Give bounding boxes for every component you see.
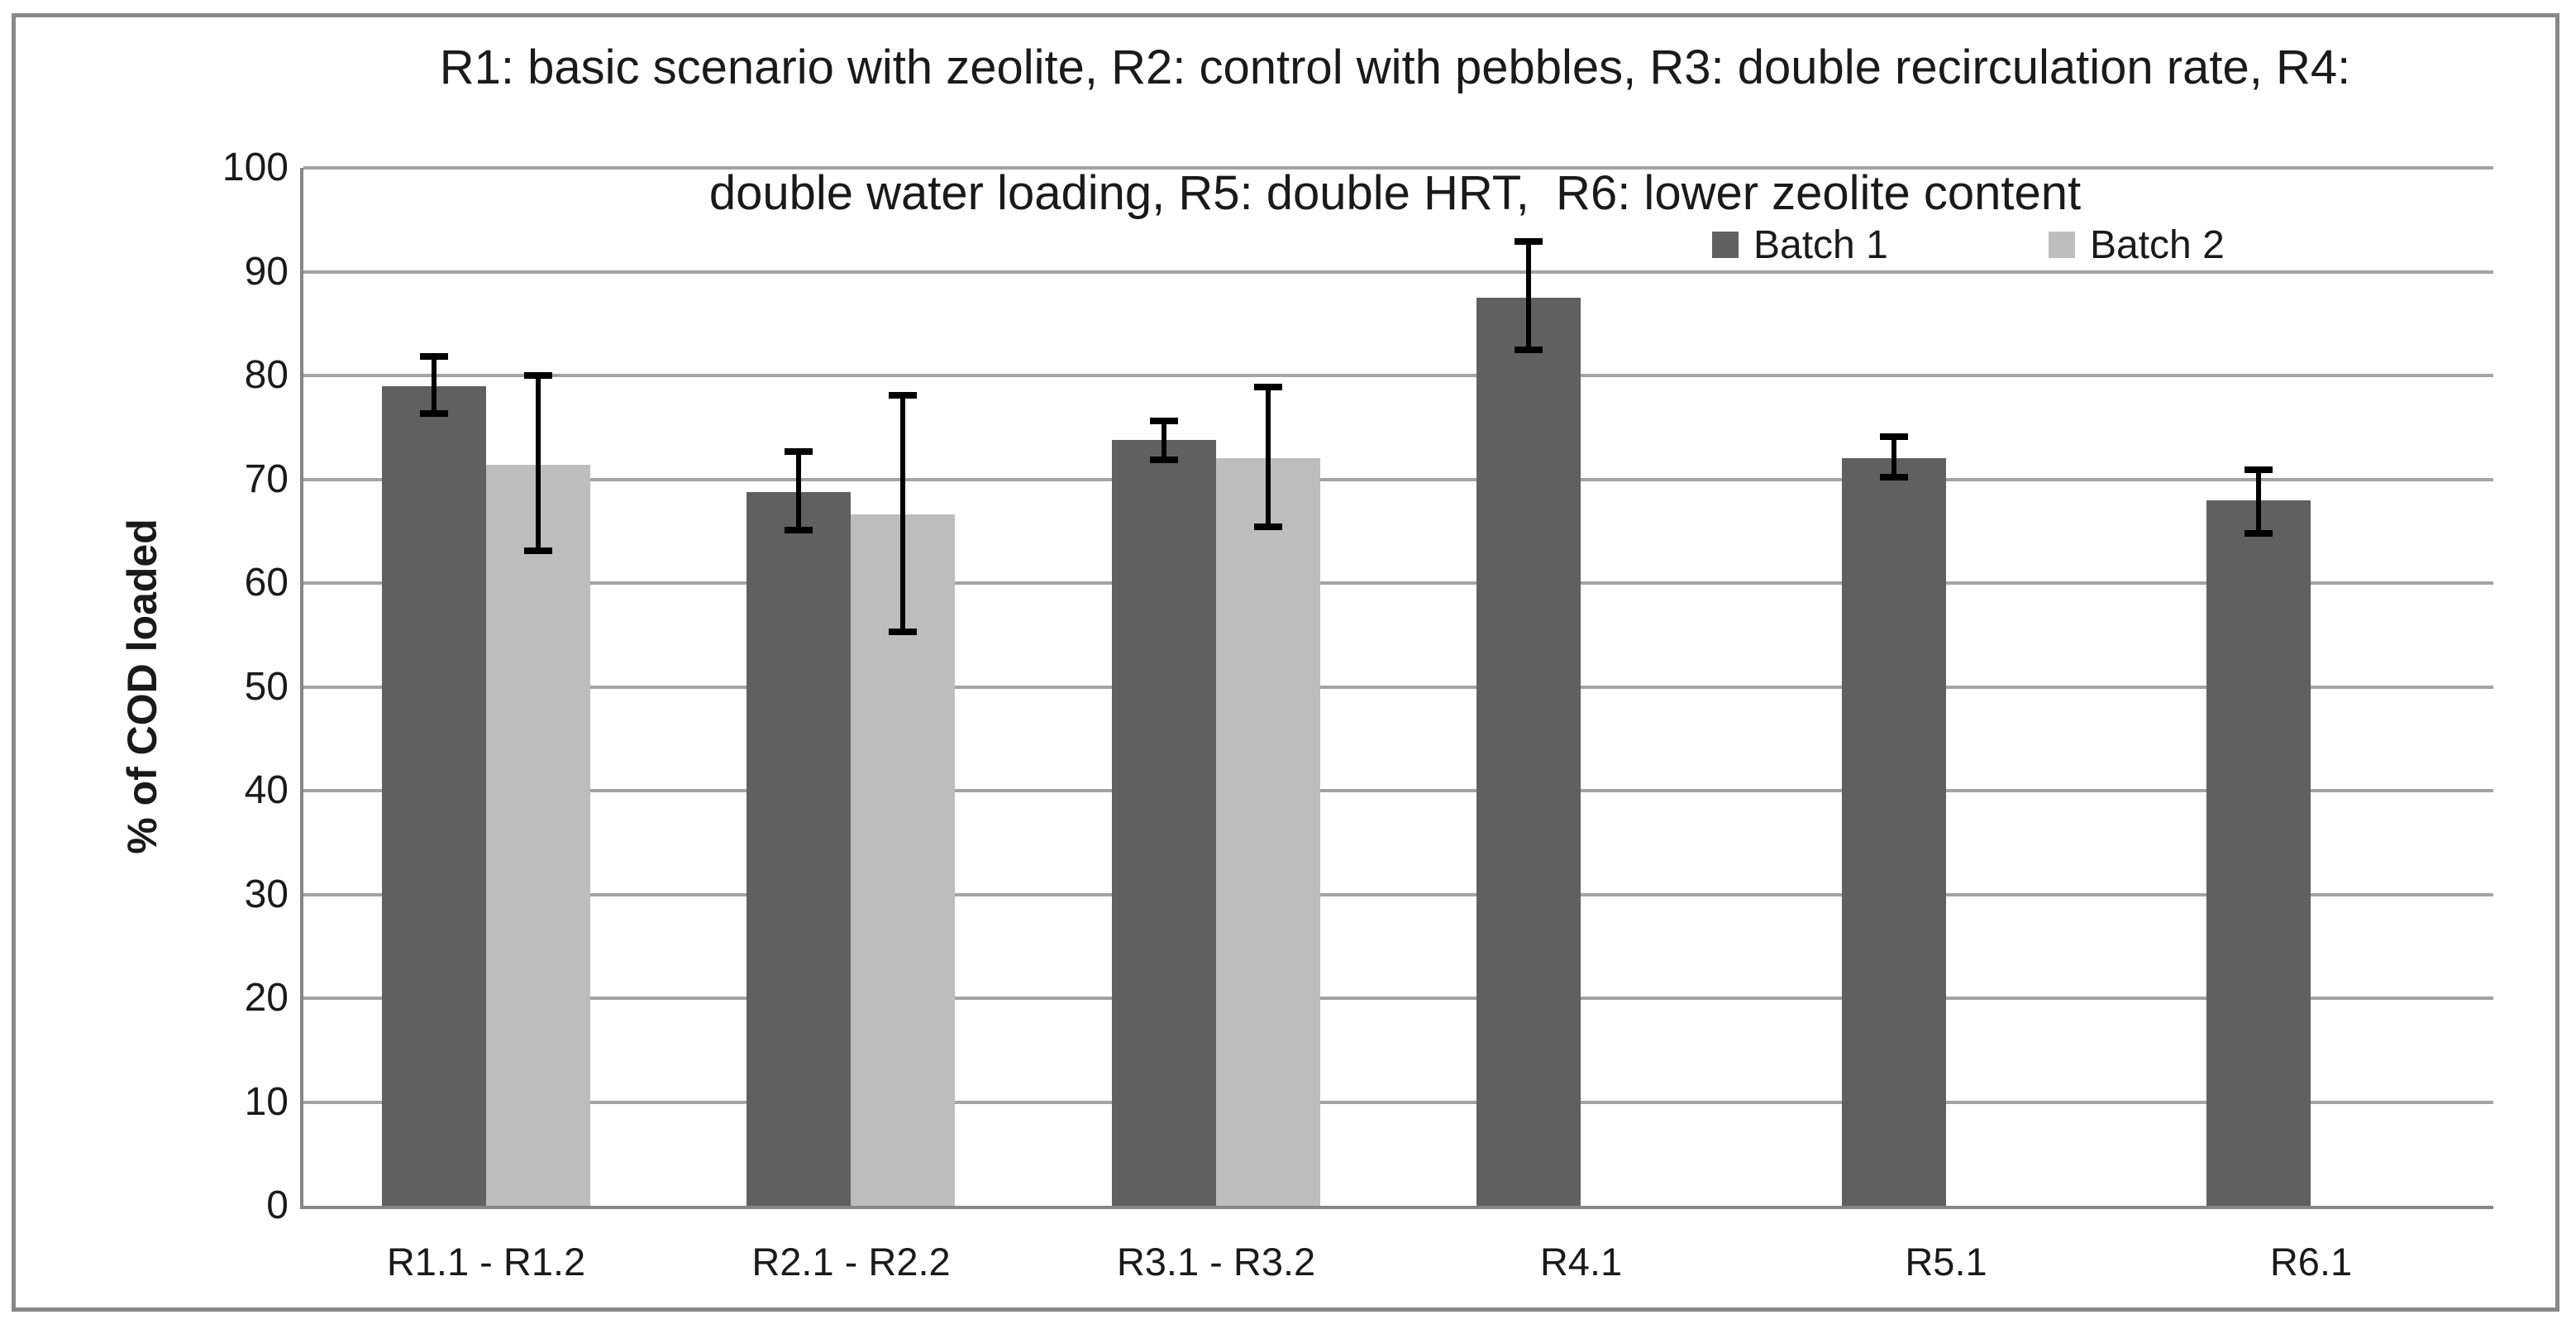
gridline-100 (303, 166, 2493, 170)
error-bar-batch1-cat4-cap-top (1515, 238, 1543, 246)
error-bar-batch1-cat6-line (2256, 470, 2262, 533)
bar-batch2-cat3 (1215, 458, 1320, 1206)
bar-batch1-cat1 (381, 385, 486, 1206)
y-tick-label-60: 60 (244, 561, 289, 605)
error-bar-batch2-cat3-cap-top (1253, 383, 1282, 390)
gridline-40 (303, 789, 2493, 792)
y-tick-label-100: 100 (222, 146, 289, 189)
legend-swatch-batch1-icon (1712, 232, 1739, 258)
error-bar-batch1-cat5-cap-bottom (1879, 473, 1908, 480)
error-bar-batch1-cat2-line (796, 451, 802, 530)
bar-batch2-cat1 (485, 464, 590, 1206)
bar-batch1-cat3 (1111, 439, 1216, 1206)
x-category-label-4: R4.1 (1539, 1240, 1623, 1284)
gridline-10 (303, 1100, 2493, 1104)
y-tick-label-70: 70 (244, 457, 289, 501)
gridline-20 (303, 997, 2493, 1000)
x-category-label-1: R1.1 - R1.2 (386, 1240, 586, 1284)
error-bar-batch2-cat2-line (900, 394, 906, 632)
error-bar-batch1-cat3-cap-bottom (1149, 456, 1178, 463)
error-bar-batch1-cat1-cap-bottom (419, 410, 448, 418)
legend-swatch-batch2-icon (2049, 232, 2075, 258)
error-bar-batch1-cat4-cap-bottom (1515, 346, 1543, 353)
x-category-label-3: R3.1 - R3.2 (1116, 1240, 1316, 1284)
gridline-60 (303, 581, 2493, 585)
error-bar-batch1-cat6-cap-top (2244, 466, 2273, 474)
error-bar-batch1-cat3-line (1161, 421, 1166, 460)
legend-item-batch1: Batch 1 (1712, 222, 1888, 267)
error-bar-batch2-cat1-line (535, 375, 541, 552)
bar-batch1-cat4 (1476, 297, 1581, 1206)
error-bar-batch1-cat3-cap-top (1149, 418, 1178, 425)
error-bar-batch2-cat3-line (1265, 386, 1271, 528)
chart-title-line2: double water loading, R5: double HRT, R6… (708, 166, 2082, 220)
y-tick-label-80: 80 (244, 353, 289, 397)
error-bar-batch1-cat2-cap-top (785, 447, 813, 455)
bar-batch1-cat5 (1841, 458, 1946, 1206)
gridline-50 (303, 685, 2493, 689)
error-bar-batch2-cat2-cap-top (889, 391, 918, 399)
error-bar-batch2-cat2-cap-bottom (889, 628, 918, 635)
y-tick-label-20: 20 (244, 976, 289, 1020)
gridline-80 (303, 374, 2493, 377)
gridline-90 (303, 270, 2493, 274)
y-tick-label-50: 50 (244, 664, 289, 709)
chart-title-line1: R1: basic scenario with zeolite, R2: con… (439, 41, 2351, 94)
bar-batch1-cat2 (747, 491, 852, 1206)
error-bar-batch1-cat5-line (1891, 437, 1896, 477)
x-category-label-5: R5.1 (1905, 1240, 1987, 1284)
legend-label-batch1: Batch 1 (1753, 222, 1888, 267)
chart-title: R1: basic scenario with zeolite, R2: con… (300, 36, 2490, 225)
y-tick-label-90: 90 (244, 249, 289, 294)
error-bar-batch1-cat6-cap-bottom (2244, 529, 2273, 537)
gridline-30 (303, 892, 2493, 896)
y-tick-label-40: 40 (244, 768, 289, 812)
y-tick-label-0: 0 (266, 1183, 289, 1227)
legend-label-batch2: Batch 2 (2090, 222, 2225, 267)
legend-item-batch2: Batch 2 (2049, 222, 2225, 267)
x-category-label-2: R2.1 - R2.2 (751, 1240, 951, 1284)
error-bar-batch1-cat1-cap-top (419, 353, 448, 361)
error-bar-batch2-cat1-cap-bottom (523, 547, 552, 555)
x-category-label-6: R6.1 (2269, 1240, 2353, 1284)
y-tick-label-30: 30 (244, 872, 289, 916)
y-tick-label-10: 10 (244, 1079, 289, 1124)
bar-batch1-cat6 (2206, 500, 2311, 1206)
error-bar-batch2-cat3-cap-bottom (1253, 523, 1282, 531)
error-bar-batch2-cat1-cap-top (523, 372, 552, 379)
error-bar-batch1-cat5-cap-top (1879, 433, 1908, 441)
error-bar-batch1-cat1-line (431, 356, 436, 414)
error-bar-batch1-cat4-line (1526, 241, 1532, 350)
error-bar-batch1-cat2-cap-bottom (785, 526, 813, 533)
plot-area: 0 10 20 30 40 50 60 70 80 90 100 R1.1 - R1.2 R2.1 - … (222, 148, 2493, 1284)
gridline-70 (303, 477, 2493, 481)
